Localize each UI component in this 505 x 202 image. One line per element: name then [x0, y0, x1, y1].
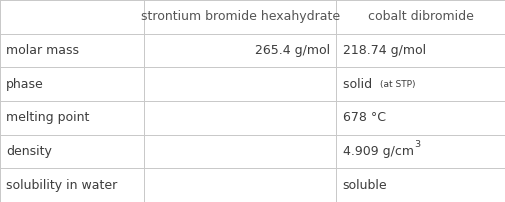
Text: molar mass: molar mass: [6, 44, 79, 57]
Text: 678 °C: 678 °C: [342, 111, 385, 124]
Text: melting point: melting point: [6, 111, 89, 124]
Text: 4.909 g/cm: 4.909 g/cm: [342, 145, 413, 158]
Text: phase: phase: [6, 78, 44, 91]
Text: 265.4 g/mol: 265.4 g/mol: [255, 44, 330, 57]
Text: (at STP): (at STP): [379, 80, 415, 89]
Text: 3: 3: [414, 140, 420, 149]
Text: strontium bromide hexahydrate: strontium bromide hexahydrate: [140, 10, 339, 23]
Text: soluble: soluble: [342, 179, 386, 192]
Text: solid: solid: [342, 78, 375, 91]
Text: solubility in water: solubility in water: [6, 179, 117, 192]
Text: cobalt dibromide: cobalt dibromide: [368, 10, 473, 23]
Text: 218.74 g/mol: 218.74 g/mol: [342, 44, 425, 57]
Text: density: density: [6, 145, 52, 158]
